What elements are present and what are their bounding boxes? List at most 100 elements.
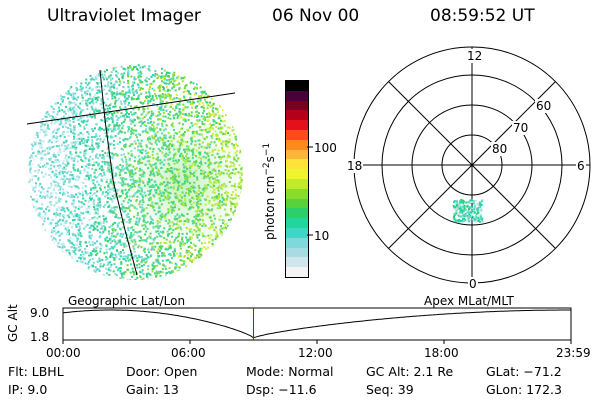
auroral-dot <box>480 213 483 216</box>
auroral-dot <box>471 218 474 221</box>
auroral-dot <box>462 204 465 207</box>
auroral-dot <box>472 202 475 205</box>
timeline-y-bottom: 1.8 <box>30 330 50 344</box>
x-tick-2359: 23:59 <box>556 346 591 360</box>
auroral-dot <box>480 218 483 221</box>
auroral-dot <box>475 215 477 218</box>
mlat-label-70: 70 <box>512 121 530 135</box>
colorbar-swatch <box>286 130 308 140</box>
auroral-dot <box>467 217 470 220</box>
colorbar-swatch <box>286 139 308 150</box>
auroral-dot <box>471 210 474 213</box>
auroral-dot <box>455 202 458 205</box>
auroral-dot <box>459 212 461 214</box>
auroral-dot <box>453 213 456 216</box>
dsp-readout: Dsp: −11.6 <box>246 382 317 397</box>
mlat-label-80: 80 <box>491 142 509 156</box>
door-readout: Door: Open <box>126 364 198 379</box>
auroral-dot <box>459 215 462 218</box>
auroral-dot <box>460 215 463 218</box>
auroral-dot <box>464 212 467 215</box>
x-tick-1200: 12:00 <box>298 346 333 360</box>
latitude-line <box>26 92 236 125</box>
auroral-dot <box>462 210 465 213</box>
auroral-dot <box>468 211 471 214</box>
timeline-ylabel: GC Alt <box>6 304 20 342</box>
auroral-dot <box>468 207 470 210</box>
apex-mode-label: Apex MLat/MLT <box>424 294 514 308</box>
colorbar-swatch <box>286 100 308 111</box>
auroral-dot <box>455 208 458 211</box>
auroral-dot <box>466 215 469 217</box>
auroral-dot <box>462 202 465 205</box>
auroral-dot <box>469 199 472 202</box>
colorbar-tick-10: 10 <box>314 229 330 243</box>
auroral-dot <box>469 211 472 214</box>
auroral-dot <box>473 206 476 209</box>
auroral-dot <box>456 200 458 203</box>
auroral-dot <box>466 219 469 222</box>
auroral-dot <box>459 210 462 213</box>
auroral-dot <box>480 203 483 206</box>
colorbar-swatch <box>286 81 308 91</box>
auroral-dot <box>462 207 464 210</box>
mlt-label-6: 6 <box>576 159 586 173</box>
auroral-dot <box>477 216 480 219</box>
auroral-dot <box>453 212 456 215</box>
auroral-dot <box>472 200 475 203</box>
mode-readout: Mode: Normal <box>246 364 334 379</box>
speckle-dot <box>224 232 227 235</box>
colorbar-swatch <box>286 257 308 268</box>
geographic-mode-label: Geographic Lat/Lon <box>68 294 186 308</box>
glon-readout: GLon: 172.3 <box>486 382 562 397</box>
auroral-dot <box>455 219 458 222</box>
x-tick-1800: 18:00 <box>424 346 459 360</box>
colorbar-swatch <box>286 120 308 131</box>
mlat-label-60: 60 <box>535 99 553 113</box>
auroral-dot <box>467 215 470 218</box>
auroral-dot <box>468 220 471 223</box>
auroral-dot <box>470 201 473 203</box>
auroral-dot <box>461 218 464 221</box>
auroral-dot <box>452 218 455 221</box>
instrument-title: Ultraviolet Imager <box>47 6 201 26</box>
auroral-dot <box>475 199 477 202</box>
time-label: 08:59:52 UT <box>430 6 535 26</box>
auroral-dot <box>476 208 479 211</box>
auroral-dot <box>461 200 464 202</box>
auroral-dot <box>472 201 475 204</box>
auroral-dot <box>472 204 475 206</box>
auroral-dot <box>453 208 456 211</box>
auroral-dot <box>472 219 475 222</box>
colorbar-swatch <box>286 179 308 189</box>
auroral-dot <box>462 217 465 220</box>
colorbar-swatch <box>286 110 308 121</box>
auroral-dot <box>473 211 476 214</box>
auroral-dot <box>468 218 471 221</box>
auroral-dot <box>478 220 481 223</box>
auroral-dot <box>477 220 480 222</box>
auroral-dot <box>461 220 464 223</box>
colorbar-label: photon cm−2s−1 <box>262 142 277 240</box>
x-tick-0000: 00:00 <box>46 346 81 360</box>
colorbar-swatch <box>286 169 308 180</box>
auroral-dot <box>463 211 466 214</box>
auroral-dot <box>458 207 461 210</box>
gc-alt-readout: GC Alt: 2.1 Re <box>366 364 454 379</box>
auroral-dot <box>470 207 473 210</box>
timeline-plot <box>62 307 572 344</box>
auroral-dot <box>480 207 483 210</box>
auroral-dot <box>476 212 479 215</box>
auroral-dot <box>465 208 467 211</box>
auroral-dot <box>468 209 471 212</box>
auroral-dot <box>467 210 470 213</box>
colorbar-swatch <box>286 149 308 160</box>
auroral-dot <box>471 206 474 209</box>
colorbar-swatch <box>286 267 308 277</box>
speckle-dot <box>239 198 242 201</box>
x-tick-0600: 06:00 <box>171 346 206 360</box>
auroral-dot <box>476 210 479 213</box>
auroral-dot <box>466 216 469 219</box>
auroral-dot <box>479 217 482 220</box>
auroral-dot <box>475 220 478 223</box>
